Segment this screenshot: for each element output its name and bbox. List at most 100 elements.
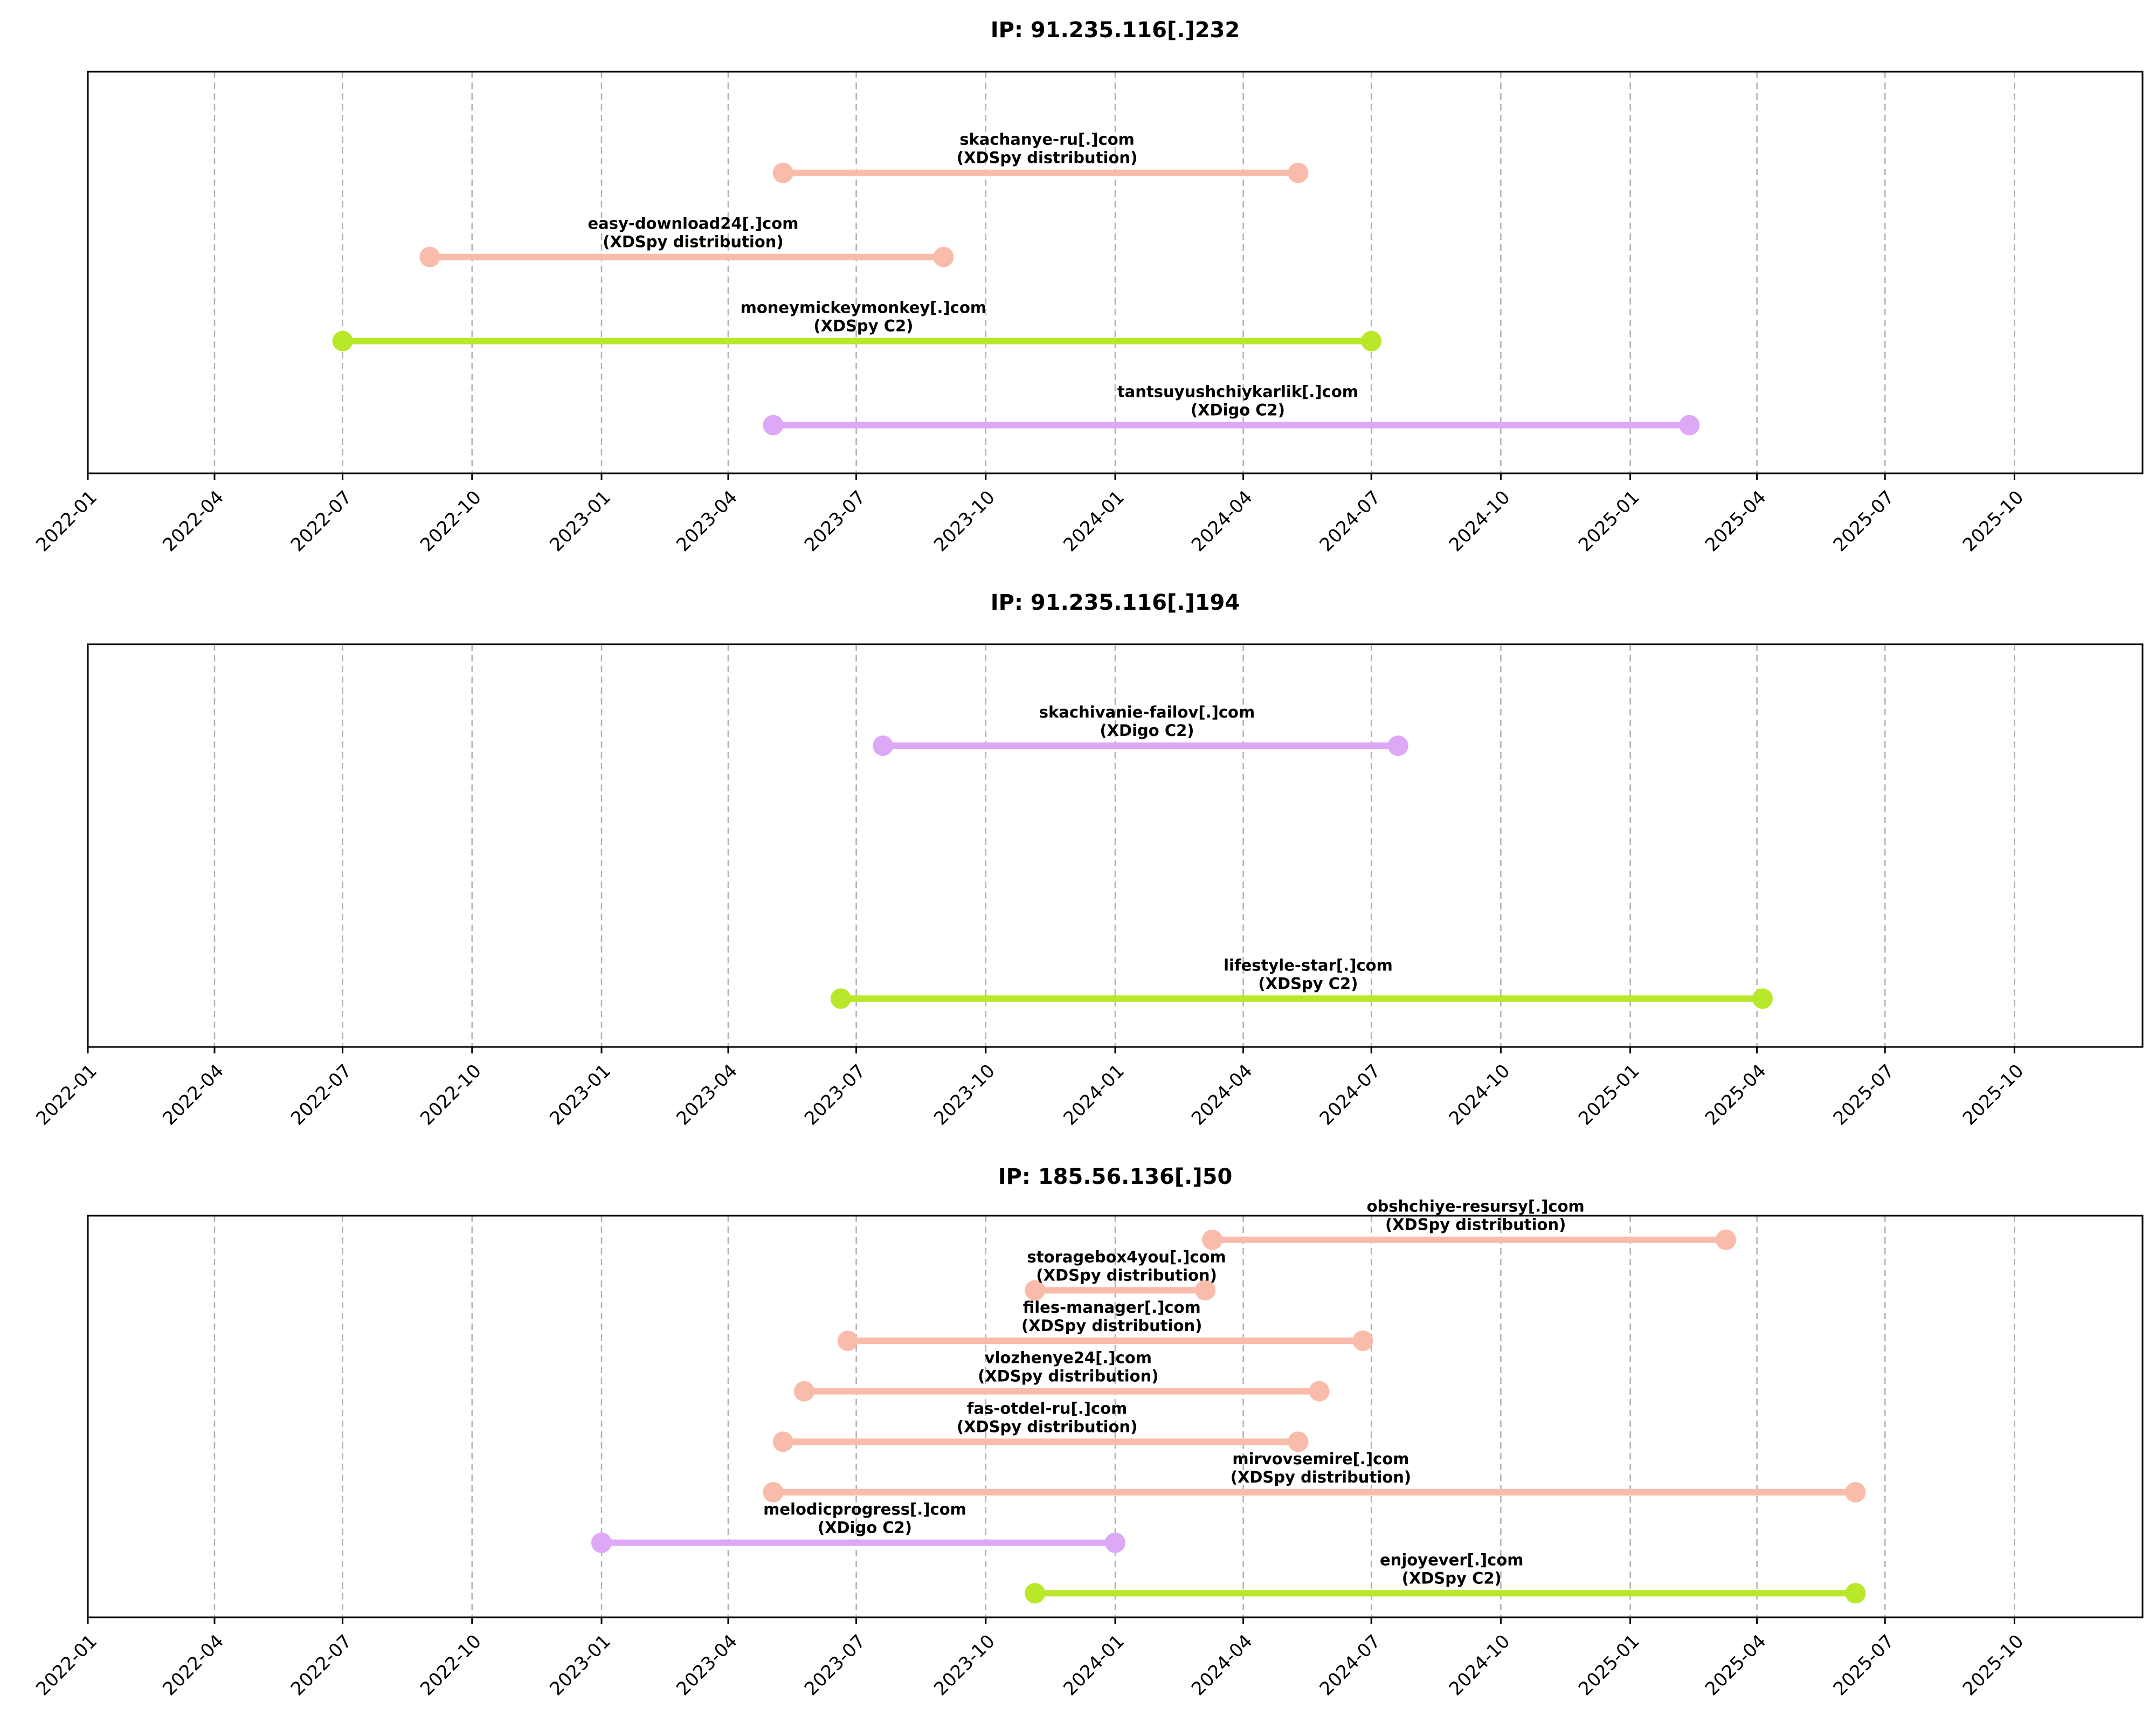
interval-end-point [1845, 1481, 1866, 1503]
interval-end-point [1387, 735, 1408, 756]
category-label: (XDigo C2) [818, 1519, 912, 1537]
interval-end-point [933, 246, 954, 267]
x-tick-label: 2024-07 [1316, 1060, 1385, 1129]
x-tick-label: 2025-04 [1701, 1630, 1771, 1700]
domain-label: skachivanie-failov[.]com [1039, 703, 1255, 721]
x-tick-label: 2022-10 [416, 1630, 486, 1700]
category-label: (XDSpy distribution) [603, 233, 783, 251]
category-label: (XDigo C2) [1100, 721, 1194, 740]
domain-interval: lifestyle-star[.]com(XDSpy C2) [830, 956, 1773, 1009]
interval-end-point [1288, 1431, 1309, 1452]
category-label: (XDSpy distribution) [957, 149, 1137, 167]
category-label: (XDSpy distribution) [957, 1417, 1137, 1436]
domain-label: lifestyle-star[.]com [1224, 956, 1393, 974]
interval-end-point [1716, 1229, 1737, 1250]
interval-end-point [1752, 988, 1773, 1009]
domain-label: fas-otdel-ru[.]com [967, 1399, 1127, 1417]
x-tick-label: 2023-07 [800, 486, 870, 556]
interval-end-point [1679, 415, 1700, 436]
panel-title: IP: 91.235.116[.]232 [991, 18, 1240, 43]
domain-interval: fas-otdel-ru[.]com(XDSpy distribution) [772, 1399, 1309, 1452]
interval-end-point [1105, 1532, 1125, 1553]
interval-end-point [1195, 1280, 1216, 1301]
x-tick-label: 2025-01 [1574, 1630, 1644, 1700]
domain-interval: tantsuyushchiykarlik[.]com(XDigo C2) [763, 383, 1700, 436]
domain-label: enjoyever[.]com [1380, 1550, 1523, 1569]
domain-label: moneymickeymonkey[.]com [741, 299, 987, 317]
plot-frame [87, 1215, 2144, 1618]
x-tick-label: 2025-04 [1701, 1060, 1771, 1129]
domain-interval: melodicprogress[.]com(XDigo C2) [591, 1500, 1125, 1553]
interval-start-point [793, 1381, 814, 1402]
x-tick-label: 2025-07 [1829, 1060, 1899, 1129]
domain-label: obshchiye-resursy[.]com [1367, 1197, 1585, 1216]
x-tick-label: 2024-07 [1316, 486, 1385, 556]
interval-end-point [1352, 1331, 1373, 1352]
x-tick-label: 2023-01 [545, 486, 615, 556]
x-tick-label: 2022-01 [32, 1630, 101, 1700]
interval-start-point [763, 1481, 784, 1503]
interval-start-point [1202, 1229, 1223, 1250]
x-tick-label: 2022-07 [287, 486, 356, 556]
x-tick-label: 2024-01 [1059, 1630, 1129, 1700]
category-label: (XDSpy C2) [1258, 974, 1358, 993]
domain-interval: moneymickeymonkey[.]com(XDSpy C2) [332, 299, 1382, 352]
x-tick-label: 2024-10 [1445, 486, 1515, 556]
x-tick-label: 2025-07 [1829, 486, 1899, 556]
domain-interval: enjoyever[.]com(XDSpy C2) [1025, 1550, 1866, 1604]
x-tick-label: 2025-01 [1574, 1060, 1644, 1129]
x-tick-label: 2024-04 [1187, 1060, 1257, 1129]
timeline-panel-3: IP: 185.56.136[.]50 2022-01 2022-04 2022-07… [32, 1164, 2144, 1700]
x-tick-label: 2022-04 [158, 486, 228, 556]
interval-start-point [591, 1532, 612, 1553]
x-tick-label: 2023-07 [800, 1630, 870, 1700]
interval-start-point [873, 735, 894, 756]
x-tick-label: 2024-07 [1316, 1630, 1385, 1700]
domain-interval: vlozhenye24[.]com(XDSpy distribution) [793, 1349, 1330, 1402]
interval-start-point [772, 162, 793, 183]
x-tick-label: 2025-07 [1829, 1630, 1899, 1700]
x-tick-label: 2024-10 [1445, 1630, 1515, 1700]
x-tick-label: 2023-04 [672, 486, 742, 556]
x-tick-label: 2022-01 [32, 1060, 101, 1129]
x-tick-label: 2023-07 [800, 1060, 870, 1129]
domain-interval: storagebox4you[.]com(XDSpy distribution) [1025, 1248, 1226, 1301]
interval-end-point [1288, 162, 1309, 183]
x-tick-label: 2025-04 [1701, 486, 1771, 556]
x-tick-label: 2024-01 [1059, 486, 1129, 556]
x-tick-label: 2022-07 [287, 1630, 356, 1700]
interval-start-point [830, 988, 851, 1009]
x-tick-label: 2024-04 [1187, 486, 1257, 556]
domain-label: storagebox4you[.]com [1027, 1248, 1226, 1266]
timeline-panel-1: IP: 91.235.116[.]232 2022-01 2022-04 2022-0… [32, 18, 2144, 556]
x-tick-label: 2023-10 [930, 486, 999, 556]
interval-start-point [763, 415, 784, 436]
interval-end-point [1309, 1381, 1330, 1402]
x-tick-label: 2024-04 [1187, 1630, 1257, 1700]
domain-label: files-manager[.]com [1023, 1298, 1201, 1317]
domain-label: skachanye-ru[.]com [959, 130, 1135, 149]
x-tick-label: 2025-10 [1959, 486, 2028, 556]
x-tick-label: 2022-07 [287, 1060, 356, 1129]
x-tick-label: 2023-04 [672, 1630, 742, 1700]
domain-label: easy-download24[.]com [588, 215, 798, 233]
plot-frame [87, 643, 2144, 1048]
x-tick-label: 2023-10 [930, 1060, 999, 1129]
x-tick-label: 2024-10 [1445, 1060, 1515, 1129]
domain-label: mirvovsemire[.]com [1232, 1450, 1409, 1468]
interval-start-point [772, 1431, 793, 1452]
x-tick-label: 2024-01 [1059, 1060, 1129, 1129]
interval-start-point [1025, 1280, 1046, 1301]
x-tick-label: 2022-10 [416, 486, 486, 556]
category-label: (XDSpy distribution) [1385, 1216, 1566, 1234]
category-label: (XDigo C2) [1191, 401, 1285, 419]
domain-label: tantsuyushchiykarlik[.]com [1117, 383, 1358, 401]
category-label: (XDSpy distribution) [1231, 1468, 1411, 1486]
category-label: (XDSpy C2) [813, 317, 913, 335]
x-tick-label: 2023-04 [672, 1060, 742, 1129]
interval-start-point [837, 1331, 858, 1352]
x-tick-label: 2022-10 [416, 1060, 486, 1129]
x-tick-label: 2022-04 [158, 1630, 228, 1700]
category-label: (XDSpy distribution) [1036, 1266, 1217, 1284]
